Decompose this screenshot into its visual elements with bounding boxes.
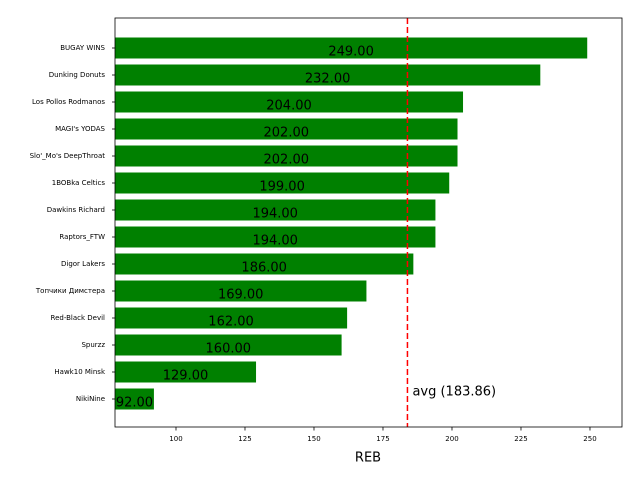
annotation: avg (183.86) bbox=[412, 385, 496, 400]
bar bbox=[115, 280, 367, 302]
bar bbox=[115, 199, 436, 221]
bar bbox=[115, 64, 541, 86]
y-tick-label: Dunking Donuts bbox=[49, 71, 106, 79]
bar bbox=[115, 307, 348, 329]
y-tick-label: BUGAY WINS bbox=[60, 44, 105, 52]
value-label: 194.00 bbox=[252, 207, 298, 222]
value-label: 232.00 bbox=[305, 72, 351, 87]
value-label: 160.00 bbox=[206, 342, 252, 357]
y-tick-label: Hawk10 Minsk bbox=[54, 368, 106, 376]
y-tick-label: Spurzz bbox=[81, 341, 105, 349]
x-tick-label: 100 bbox=[169, 435, 182, 443]
y-tick-label: MAGI's YODAS bbox=[55, 125, 105, 133]
y-tick-label: NikiNine bbox=[76, 395, 105, 403]
bar bbox=[115, 361, 257, 383]
bar bbox=[115, 388, 154, 410]
y-tick-label: Raptors_FTW bbox=[59, 233, 105, 241]
y-tick-label: Топчики Димстера bbox=[35, 287, 105, 295]
value-label: 199.00 bbox=[259, 180, 305, 195]
bar bbox=[115, 118, 458, 140]
x-tick-label: 225 bbox=[514, 435, 527, 443]
value-label: 169.00 bbox=[218, 288, 264, 303]
bar bbox=[115, 145, 458, 167]
x-tick-label: 175 bbox=[376, 435, 389, 443]
value-label: 202.00 bbox=[264, 126, 310, 141]
y-tick-label: Dawkins Richard bbox=[47, 206, 105, 214]
value-label: 202.00 bbox=[264, 153, 310, 168]
value-label: 249.00 bbox=[328, 45, 374, 60]
x-axis-label: REB bbox=[355, 451, 381, 466]
value-label: 92.00 bbox=[116, 396, 153, 411]
bar bbox=[115, 172, 450, 194]
value-label: 194.00 bbox=[252, 234, 298, 249]
y-tick-label: Red-Black Devil bbox=[51, 314, 106, 322]
y-tick-label: Los Pollos Rodmanos bbox=[32, 98, 105, 106]
bar bbox=[115, 253, 414, 275]
x-tick-label: 150 bbox=[307, 435, 320, 443]
x-tick-label: 125 bbox=[238, 435, 251, 443]
value-label: 204.00 bbox=[266, 99, 312, 114]
x-tick-label: 250 bbox=[583, 435, 596, 443]
x-tick-label: 200 bbox=[445, 435, 458, 443]
bar bbox=[115, 91, 464, 113]
plot-frame bbox=[114, 17, 623, 428]
bar bbox=[115, 37, 588, 59]
value-label: 162.00 bbox=[208, 315, 254, 330]
bar bbox=[115, 334, 342, 356]
bar bbox=[115, 226, 436, 248]
y-tick-label: Slo'_Mo's DeepThroat bbox=[30, 152, 106, 160]
y-tick-label: Digor Lakers bbox=[61, 260, 105, 268]
value-label: 186.00 bbox=[241, 261, 287, 276]
value-label: 129.00 bbox=[163, 369, 209, 384]
y-tick-label: 1BOBka Celtics bbox=[52, 179, 106, 187]
